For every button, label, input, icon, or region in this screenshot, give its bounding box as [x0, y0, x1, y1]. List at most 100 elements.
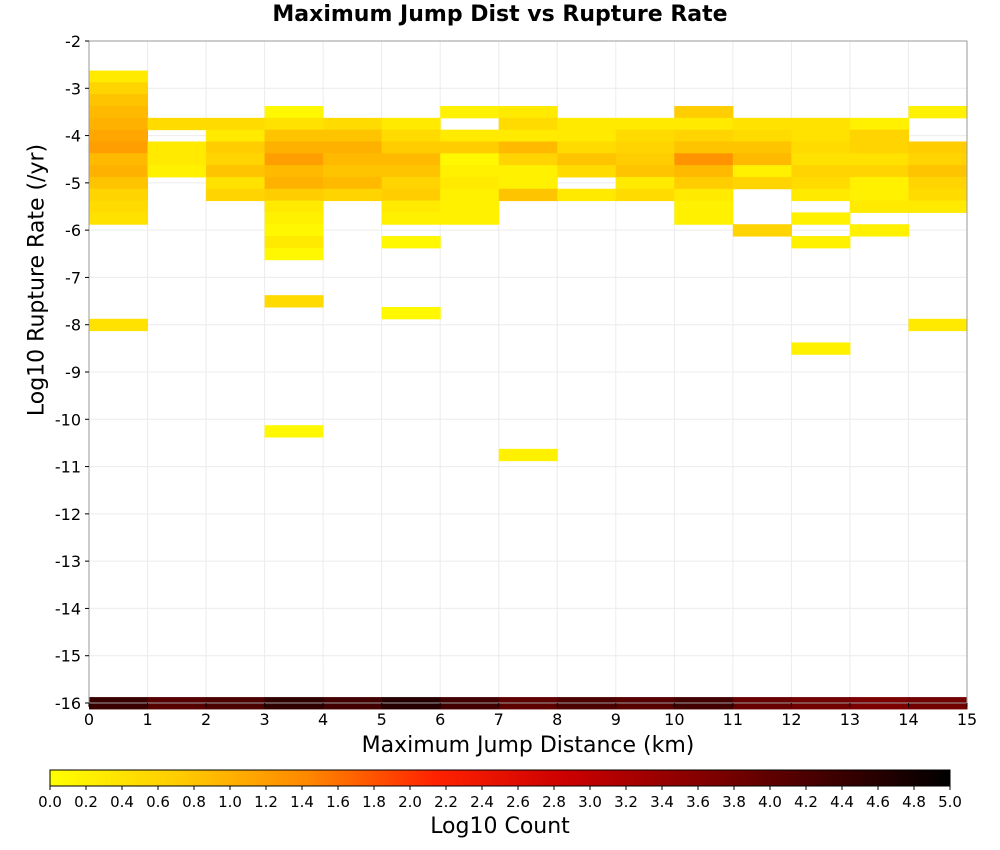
- heatmap-cell: [557, 141, 617, 154]
- heatmap-cell: [498, 153, 558, 166]
- heatmap-cell: [323, 141, 383, 154]
- colorbar-title: Log10 Count: [430, 814, 570, 839]
- y-axis-label: Log10 Rupture Rate (/yr): [24, 143, 50, 417]
- heatmap-cell: [89, 82, 149, 95]
- heatmap-cell: [674, 141, 734, 154]
- heatmap-cell: [381, 188, 441, 202]
- x-tick-label: 4: [318, 710, 328, 729]
- heatmap-cell: [147, 117, 207, 131]
- x-tick-label: 13: [840, 710, 860, 729]
- colorbar-tick-label: 1.4: [290, 793, 314, 811]
- heatmap-cell: [264, 188, 324, 202]
- heatmap-cell: [732, 176, 792, 190]
- x-tick-label: 15: [957, 710, 977, 729]
- heatmap-cell: [791, 342, 851, 355]
- heatmap-cell: [381, 117, 441, 131]
- heatmap-cell: [615, 117, 675, 131]
- heatmap-cell: [89, 106, 149, 119]
- heatmap-cell: [89, 318, 149, 332]
- x-tick-label: 10: [664, 710, 684, 729]
- colorbar-tick-label: 2.2: [434, 793, 458, 811]
- heatmap-cell: [381, 141, 441, 154]
- heatmap-cell: [89, 70, 149, 83]
- y-tick-label: -3: [65, 79, 81, 98]
- colorbar-tick-label: 2.6: [506, 793, 530, 811]
- heatmap-cell: [440, 212, 500, 225]
- heatmap-cell: [264, 153, 324, 166]
- colorbar-tick-label: 4.6: [866, 793, 890, 811]
- heatmap-cell: [440, 106, 500, 119]
- y-tick-label: -5: [65, 174, 81, 193]
- heatmap-cell: [440, 141, 500, 154]
- x-tick-label: 7: [494, 710, 504, 729]
- heatmap-cell: [264, 106, 324, 119]
- heatmap-cell: [381, 176, 441, 190]
- heatmap-cell: [264, 117, 324, 131]
- heatmap-cell: [264, 129, 324, 142]
- heatmap-cell: [264, 212, 324, 225]
- heatmap-cell: [147, 141, 207, 154]
- x-tick-label: 14: [898, 710, 918, 729]
- colorbar-tick-label: 3.4: [650, 793, 674, 811]
- heatmap-cell: [791, 153, 851, 166]
- colorbar-tick-label: 0.8: [182, 793, 206, 811]
- heatmap-cell: [89, 153, 149, 166]
- colorbar-tick-label: 2.4: [470, 793, 494, 811]
- heatmap-cell: [674, 176, 734, 190]
- heatmap-cell: [791, 165, 851, 178]
- heatmap-cell: [381, 165, 441, 178]
- colorbar-tick-label: 3.0: [578, 793, 602, 811]
- colorbar-tick-label: 2.0: [398, 793, 422, 811]
- x-axis-label: Maximum Jump Distance (km): [361, 733, 695, 758]
- colorbar-tick-label: 4.4: [830, 793, 854, 811]
- heatmap-cell: [323, 117, 383, 131]
- heatmap-cell: [908, 318, 968, 332]
- heatmap-cell: [732, 224, 792, 237]
- colorbar-tick-label: 3.2: [614, 793, 638, 811]
- heatmap-cell: [791, 141, 851, 154]
- heatmap-cell: [206, 188, 266, 202]
- heatmap-cell: [674, 188, 734, 202]
- heatmap-cell: [674, 212, 734, 225]
- colorbar-tick-label: 3.6: [686, 793, 710, 811]
- colorbar-tick-label: 1.0: [218, 793, 242, 811]
- heatmap-cell: [147, 153, 207, 166]
- heatmap-cell: [89, 176, 149, 190]
- heatmap-cell: [440, 165, 500, 178]
- heatmap-cell: [264, 224, 324, 237]
- heatmap-cell: [381, 153, 441, 166]
- heatmap-cell: [264, 247, 324, 261]
- x-tick-label: 2: [201, 710, 211, 729]
- heatmap-cell: [557, 153, 617, 166]
- heatmap-cell: [206, 141, 266, 154]
- heatmap-cell: [206, 129, 266, 142]
- heatmap-cell: [498, 448, 558, 462]
- heatmap-cell: [89, 94, 149, 107]
- heatmap-cell: [206, 176, 266, 190]
- heatmap-cell: [849, 224, 909, 237]
- x-tick-label: 8: [552, 710, 562, 729]
- heatmap-cell: [732, 153, 792, 166]
- heatmap-cell: [674, 106, 734, 119]
- heatmap-cell: [89, 188, 149, 202]
- heatmap-cell: [440, 129, 500, 142]
- y-tick-label: -15: [55, 647, 81, 666]
- x-tick-label: 5: [377, 710, 387, 729]
- heatmap-cell: [908, 188, 968, 202]
- heatmap-cell: [615, 176, 675, 190]
- heatmap-cell: [264, 236, 324, 249]
- y-tick-label: -12: [55, 505, 81, 524]
- heatmap-cell: [323, 188, 383, 202]
- heatmap-cell: [498, 176, 558, 190]
- y-tick-label: -8: [65, 316, 81, 335]
- x-tick-label: 6: [435, 710, 445, 729]
- heatmap-cell: [89, 129, 149, 142]
- heatmap-cell: [732, 129, 792, 142]
- y-tick-label: -10: [55, 410, 81, 429]
- colorbar-tick-label: 4.2: [794, 793, 818, 811]
- heatmap-cell: [323, 165, 383, 178]
- heatmap-cell: [206, 165, 266, 178]
- heatmap-cell: [849, 129, 909, 142]
- heatmap-cell: [440, 200, 500, 213]
